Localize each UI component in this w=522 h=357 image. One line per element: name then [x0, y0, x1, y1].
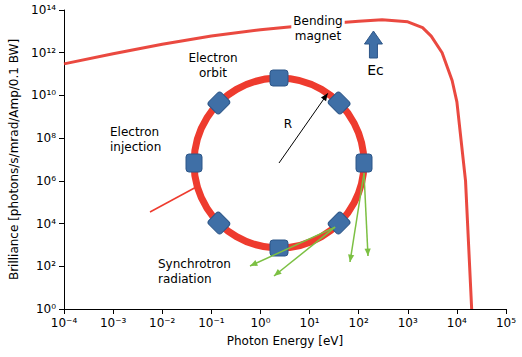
svg-text:10¹⁴: 10¹⁴: [31, 3, 56, 17]
svg-text:10⁴: 10⁴: [36, 217, 56, 231]
svg-text:Photon Energy [eV]: Photon Energy [eV]: [227, 334, 343, 348]
svg-text:10¹²: 10¹²: [31, 46, 56, 60]
svg-text:Ec: Ec: [367, 62, 384, 78]
svg-text:orbit: orbit: [199, 66, 227, 80]
svg-text:Electron: Electron: [188, 51, 237, 65]
svg-text:10⁰: 10⁰: [36, 302, 56, 316]
svg-text:Electron: Electron: [110, 125, 159, 139]
svg-text:10⁰: 10⁰: [250, 316, 270, 330]
svg-text:R: R: [284, 117, 292, 131]
svg-text:magnet: magnet: [295, 29, 342, 43]
svg-text:10⁶: 10⁶: [36, 174, 56, 188]
svg-text:10⁻²: 10⁻²: [149, 316, 176, 330]
svg-text:10⁸: 10⁸: [36, 131, 56, 145]
svg-text:10⁵: 10⁵: [496, 316, 516, 330]
svg-text:Bending: Bending: [293, 14, 342, 28]
svg-text:10²: 10²: [349, 316, 369, 330]
svg-text:Brilliance [photons/s/mrad/Amp: Brilliance [photons/s/mrad/Amp/0.1 BW]: [7, 39, 21, 280]
svg-text:10⁻¹: 10⁻¹: [198, 316, 225, 330]
svg-text:10⁻⁴: 10⁻⁴: [51, 316, 78, 330]
svg-text:injection: injection: [110, 140, 161, 154]
svg-text:10³: 10³: [398, 316, 418, 330]
svg-text:Synchrotron: Synchrotron: [158, 257, 231, 271]
svg-text:10²: 10²: [36, 259, 56, 273]
svg-text:10¹: 10¹: [300, 316, 320, 330]
svg-text:10⁻³: 10⁻³: [100, 316, 127, 330]
svg-text:10⁴: 10⁴: [447, 316, 467, 330]
svg-text:radiation: radiation: [158, 272, 212, 286]
svg-text:10¹⁰: 10¹⁰: [31, 88, 56, 102]
